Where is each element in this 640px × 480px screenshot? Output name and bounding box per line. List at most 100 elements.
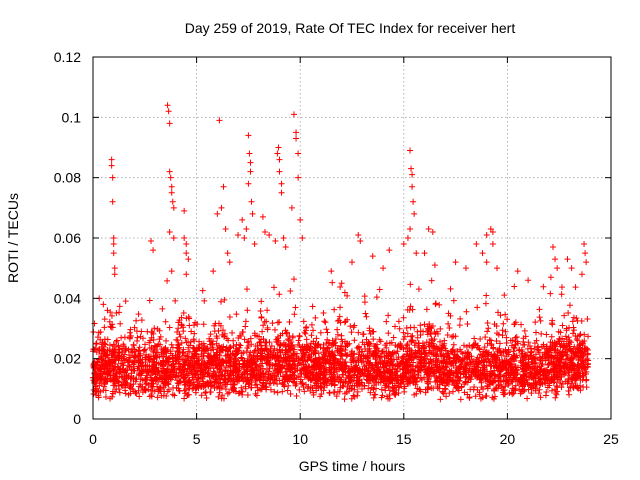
data-point <box>584 356 591 363</box>
data-point <box>151 325 158 332</box>
data-point <box>380 265 387 272</box>
data-point <box>375 370 382 377</box>
data-point <box>302 381 309 388</box>
data-point <box>387 352 394 359</box>
data-point <box>346 385 353 392</box>
data-point <box>439 358 446 365</box>
data-point <box>369 253 376 260</box>
data-point <box>540 283 547 290</box>
data-point <box>209 357 216 364</box>
data-point <box>281 362 288 369</box>
data-point <box>216 320 223 327</box>
data-point <box>224 367 231 374</box>
data-point <box>565 340 572 347</box>
data-point <box>414 334 421 341</box>
data-point <box>574 333 581 340</box>
data-point <box>299 346 306 353</box>
data-point <box>537 394 544 401</box>
data-point <box>284 378 291 385</box>
data-point <box>492 359 499 366</box>
data-point <box>428 330 435 337</box>
data-point <box>531 355 538 362</box>
data-point <box>409 171 416 178</box>
data-point <box>278 180 285 187</box>
data-point <box>148 238 155 245</box>
data-point <box>456 377 463 384</box>
data-point <box>162 318 169 325</box>
data-point <box>210 268 217 275</box>
data-point <box>412 339 419 346</box>
data-point <box>579 348 586 355</box>
data-point <box>161 350 168 357</box>
data-point <box>149 329 156 336</box>
data-point <box>224 379 231 386</box>
data-point <box>516 346 523 353</box>
data-point <box>528 348 535 355</box>
data-point <box>266 231 273 238</box>
data-point <box>486 370 493 377</box>
data-point <box>303 370 310 377</box>
data-point <box>467 375 474 382</box>
y-tick-label: 0.06 <box>54 230 81 246</box>
data-point <box>292 382 299 389</box>
data-point <box>377 379 384 386</box>
data-point <box>238 350 245 357</box>
data-point <box>436 362 443 369</box>
data-point <box>215 393 222 400</box>
data-point <box>271 326 278 333</box>
data-point <box>370 394 377 401</box>
data-point <box>481 344 488 351</box>
data-point <box>252 390 259 397</box>
data-point <box>293 135 300 142</box>
data-point <box>242 318 249 325</box>
data-point <box>169 391 176 398</box>
data-point <box>341 390 348 397</box>
data-point <box>551 369 558 376</box>
data-point <box>324 329 331 336</box>
data-point <box>527 349 534 356</box>
data-point <box>482 393 489 400</box>
data-point <box>580 363 587 370</box>
data-point <box>331 382 338 389</box>
data-point <box>200 380 207 387</box>
data-point <box>548 320 555 327</box>
data-point <box>270 284 277 291</box>
data-point <box>116 303 123 310</box>
data-point <box>103 360 110 367</box>
data-point <box>259 213 266 220</box>
data-point <box>456 355 463 362</box>
data-point <box>403 351 410 358</box>
data-point <box>278 365 285 372</box>
data-point <box>261 318 268 325</box>
data-point <box>213 340 220 347</box>
data-point <box>420 363 427 370</box>
data-point <box>453 370 460 377</box>
data-point <box>486 336 493 343</box>
data-point <box>182 360 189 367</box>
data-point <box>113 338 120 345</box>
data-point <box>571 327 578 334</box>
data-point <box>287 288 294 295</box>
data-point <box>289 357 296 364</box>
data-point <box>463 308 470 315</box>
data-point <box>170 204 177 211</box>
data-point <box>344 341 351 348</box>
data-point <box>408 333 415 340</box>
data-point <box>559 335 566 342</box>
data-point <box>95 329 102 336</box>
data-point <box>565 310 572 317</box>
data-point <box>577 352 584 359</box>
data-point <box>284 387 291 394</box>
data-point <box>338 280 345 287</box>
data-point <box>578 271 585 278</box>
data-point <box>188 354 195 361</box>
data-point <box>487 225 494 232</box>
data-point <box>151 375 158 382</box>
data-point <box>257 338 264 345</box>
data-point <box>209 341 216 348</box>
data-point <box>168 183 175 190</box>
data-point <box>283 347 290 354</box>
data-point <box>129 349 136 356</box>
data-point <box>512 382 519 389</box>
data-point <box>332 356 339 363</box>
